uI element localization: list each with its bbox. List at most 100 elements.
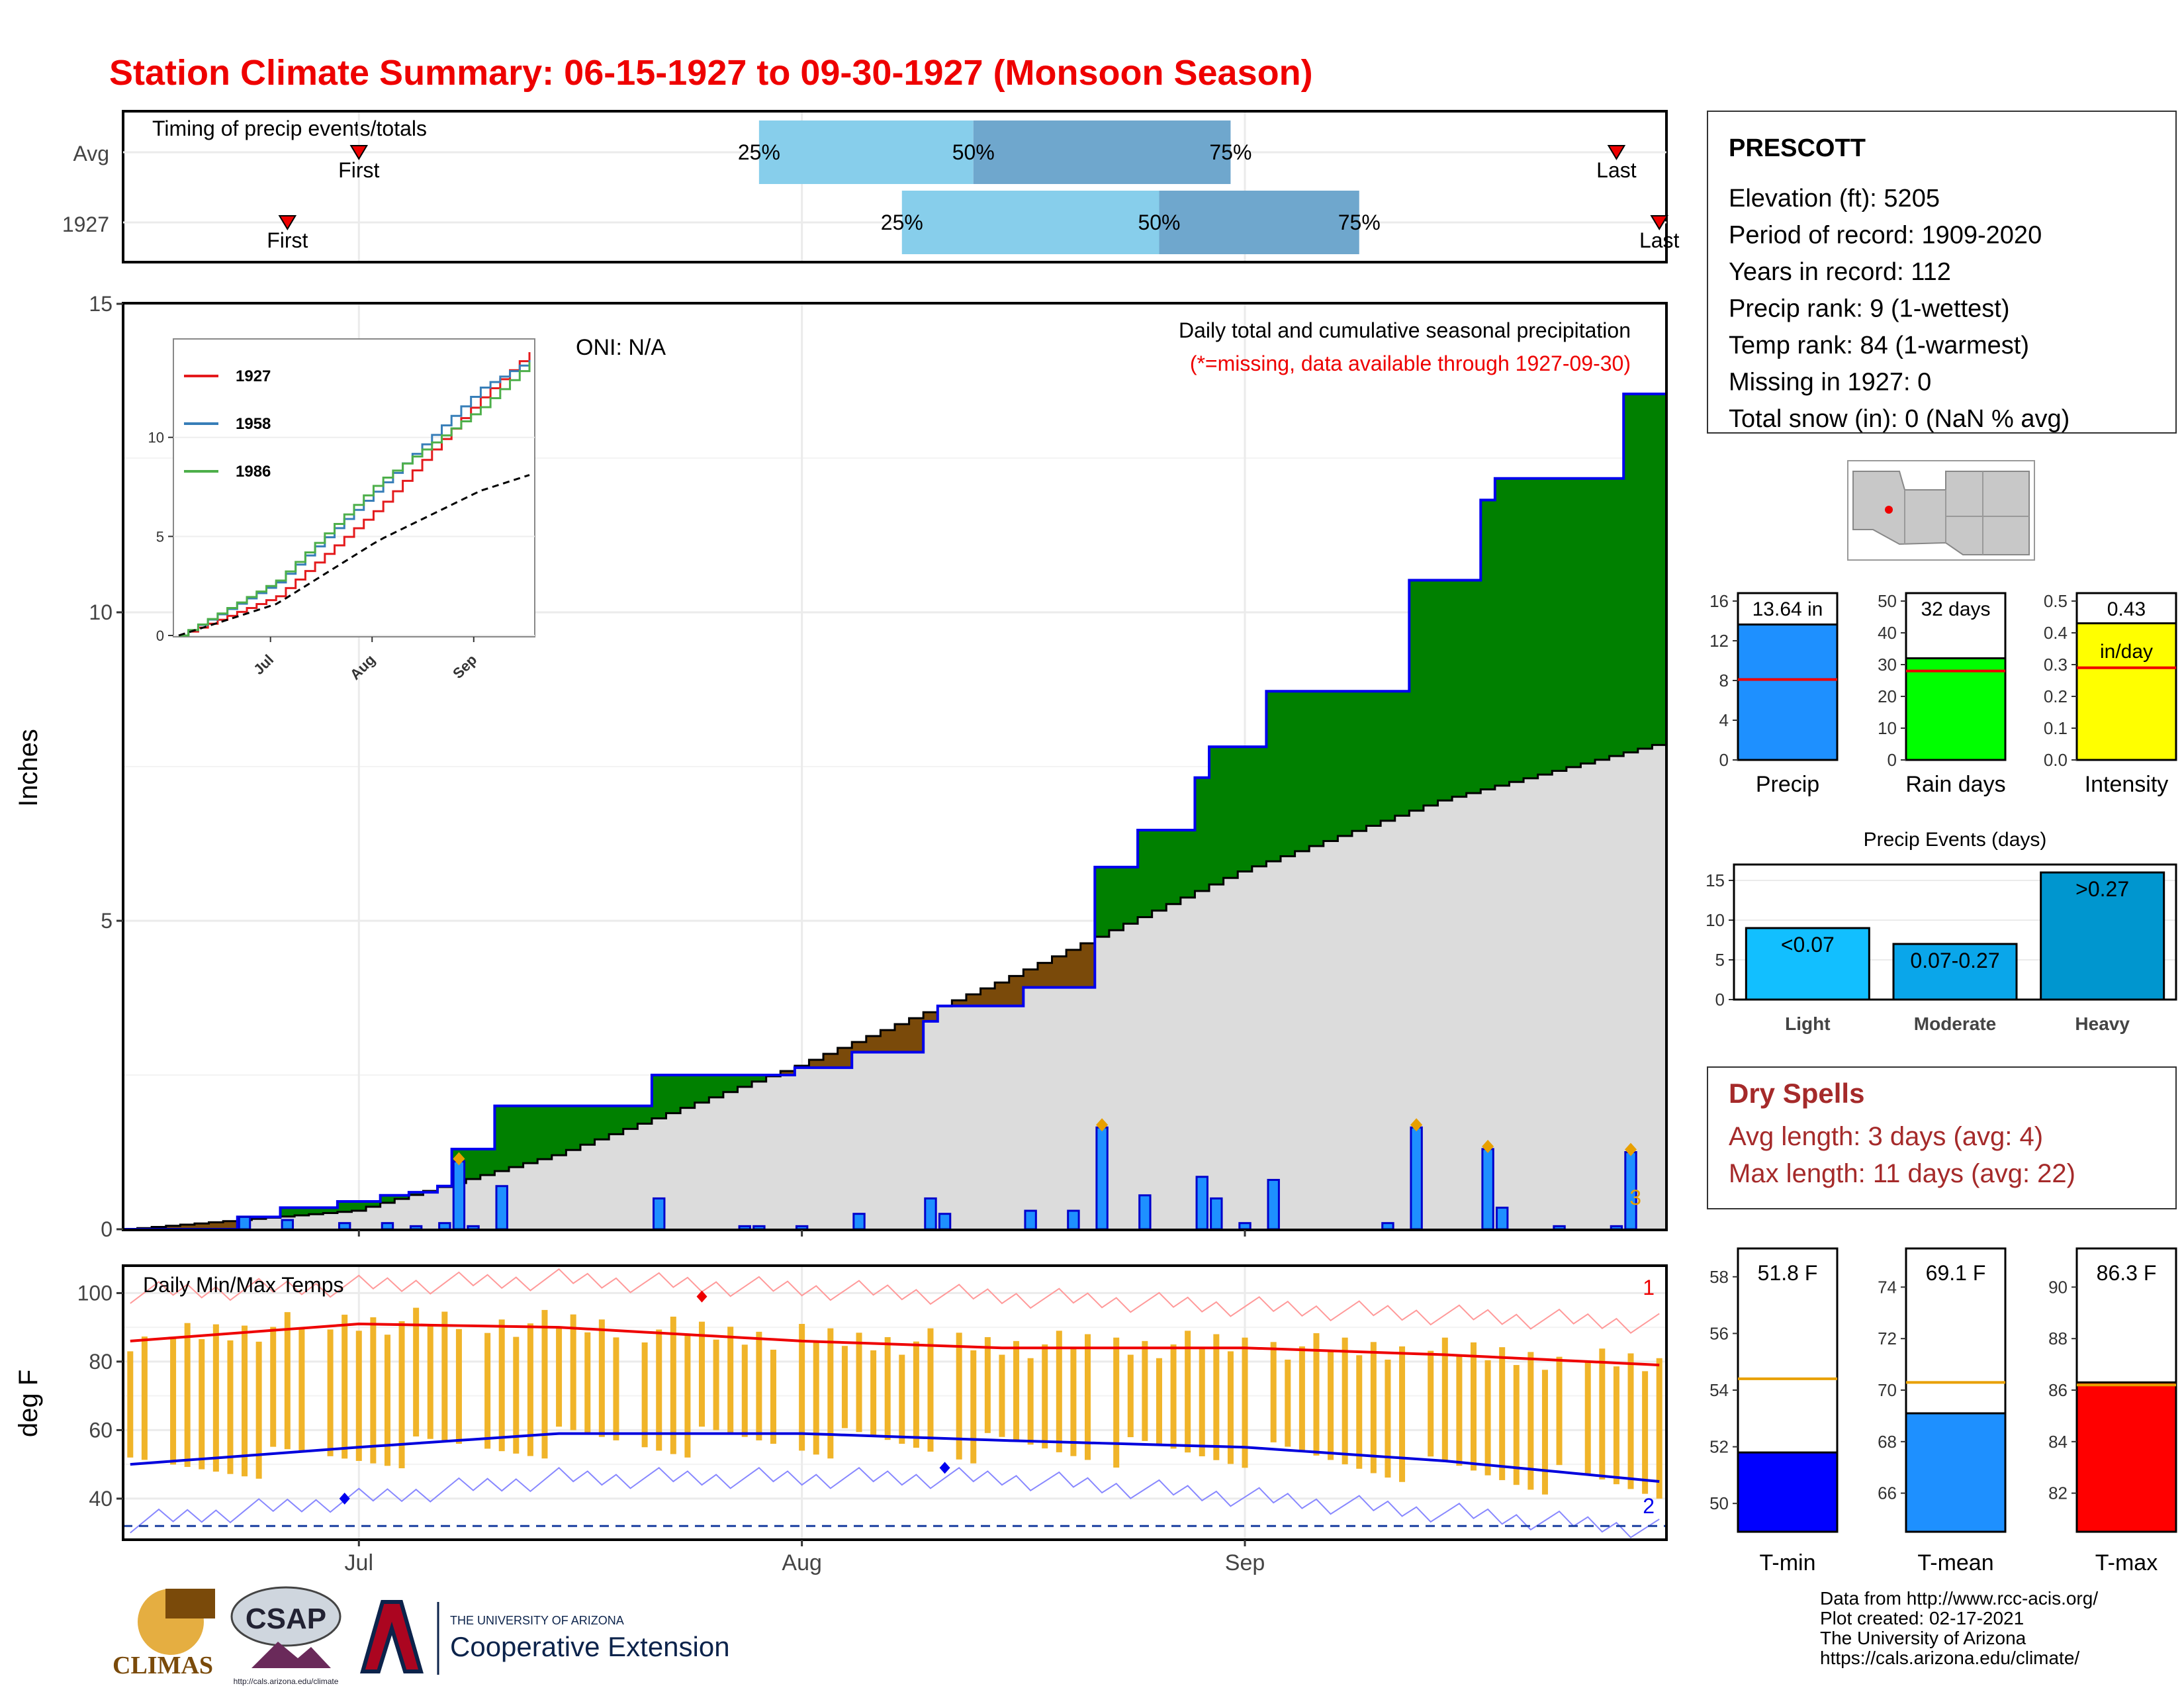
daily-temp-range-bar: [199, 1338, 205, 1470]
temp-summary-value: 86.3 F: [2097, 1261, 2157, 1285]
university-logo: THE UNIVERSITY OF ARIZONA Cooperative Ex…: [360, 1600, 730, 1675]
daily-temp-range-bar: [884, 1336, 891, 1440]
daily-temp-range-bar: [327, 1329, 334, 1456]
daily-temp-range-bar: [255, 1341, 262, 1479]
timing-marker-first: [278, 215, 297, 230]
events-bar: [2040, 871, 2165, 1001]
daily-temp-range-bar: [370, 1317, 377, 1464]
daily-precip-bar: [1067, 1209, 1080, 1231]
cumulative-precip-line: [123, 393, 1666, 1231]
csap-logo: CSAP http://cals.arizona.edu/climate: [230, 1586, 341, 1686]
daily-temp-range-bar: [656, 1329, 662, 1451]
surplus-area: [323, 1207, 338, 1213]
temp-ytick-label: 80: [89, 1350, 113, 1374]
daily-temp-range-bar: [284, 1312, 291, 1450]
surplus-area: [1623, 394, 1639, 753]
daily-temp-range-bar: [1056, 1331, 1062, 1452]
daily-temp-range-bar: [1584, 1361, 1591, 1475]
daily-temp-range-bar: [1484, 1360, 1491, 1476]
intensity-summary-value: 0.43: [2107, 598, 2146, 620]
surplus-area: [1381, 691, 1396, 821]
daily-temp-range-bar: [1656, 1358, 1662, 1499]
surplus-area: [1295, 691, 1310, 851]
surplus-area: [1566, 478, 1582, 767]
daily-temp-range-bar: [527, 1323, 533, 1456]
daily-temp-range-bar: [956, 1333, 962, 1460]
surplus-area: [380, 1195, 395, 1203]
station-info-line: Missing in 1927: 0: [1729, 369, 1931, 397]
deficit-area: [923, 1012, 938, 1021]
surplus-area: [1309, 691, 1324, 847]
daily-temp-range-bar: [1313, 1333, 1320, 1456]
daily-temp-range-bar: [756, 1331, 762, 1440]
daily-temp-range-bar: [441, 1311, 448, 1442]
temp-summary-value: 69.1 F: [1926, 1261, 1986, 1285]
station-info-line: Precip rank: 9 (1-wettest): [1729, 295, 2009, 323]
temperature-panel: 40 60 80 100 Jul Aug Sep Daily Min/Max Temps d…: [14, 1264, 1668, 1575]
precip-ytick-label: 8: [1719, 671, 1729, 690]
surplus-area: [723, 1075, 739, 1092]
surplus-area: [1494, 478, 1510, 786]
deficit-area: [194, 1223, 210, 1229]
university-name-small: THE UNIVERSITY OF ARIZONA: [450, 1614, 624, 1627]
daily-precip-bar: [495, 1185, 508, 1231]
surplus-area: [1180, 829, 1196, 898]
summary-bars: 13.64 in 0 4 8 12 16 Precip 32 days 0 10 20 30 40 50 R…: [1709, 591, 2177, 797]
timing-marker-last: [1650, 215, 1668, 230]
daily-precip-bar: [938, 1213, 952, 1231]
station-name: PRESCOTT: [1729, 134, 1866, 162]
deficit-area: [780, 1070, 796, 1075]
daily-temp-range-bar: [827, 1328, 834, 1459]
daily-temp-range-bar: [1156, 1358, 1162, 1445]
inset-legend-label: 1986: [236, 463, 271, 481]
raindays-ytick-label: 20: [1878, 686, 1897, 706]
raindays-ytick-label: 10: [1878, 718, 1897, 738]
timing-label-25: 25%: [881, 211, 923, 234]
inset-ytick-label: 0: [156, 628, 164, 644]
timing-row-year-label: 1927: [62, 212, 109, 236]
university-a-mark: [360, 1600, 424, 1673]
daily-precip-bar: [1481, 1148, 1494, 1231]
daily-temp-range-bar: [741, 1344, 748, 1437]
daily-temp-range-bar: [841, 1346, 848, 1429]
precip-ytick-label: 0: [1719, 750, 1729, 770]
daily-temp-range-bar: [1428, 1350, 1434, 1457]
temp-summary-ytick-label: 70: [1878, 1380, 1897, 1400]
daily-temp-range-bar: [1527, 1352, 1534, 1490]
surplus-area: [1166, 829, 1181, 904]
surplus-area: [709, 1075, 724, 1098]
deficit-area: [837, 1048, 852, 1068]
surplus-area: [1281, 691, 1296, 857]
dry-spells-avg: Avg length: 3 days (avg: 4): [1729, 1122, 2043, 1151]
temp-summary-ytick-label: 82: [2048, 1483, 2068, 1503]
surplus-area: [1452, 580, 1467, 797]
deficit-area: [895, 1024, 910, 1053]
surplus-area: [537, 1105, 553, 1160]
timing-label-last: Last: [1639, 228, 1680, 252]
intensity-ytick-label: 0.5: [2044, 591, 2068, 611]
daily-temp-range-bar: [1185, 1331, 1191, 1453]
surplus-area: [1152, 829, 1167, 911]
daily-temp-range-bar: [341, 1315, 348, 1459]
precip-ytick-label: 15: [89, 292, 113, 316]
daily-temp-range-bar: [212, 1324, 219, 1472]
temp-summary-ytick-label: 74: [1878, 1277, 1897, 1297]
daily-temp-range-bar: [498, 1319, 505, 1452]
station-info-line: Years in record: 112: [1729, 258, 1951, 286]
timing-box-lower-quartile: [901, 191, 1160, 254]
surplus-area: [1466, 580, 1481, 794]
surplus-area: [1595, 478, 1610, 760]
cooperative-extension-text: Cooperative Extension: [450, 1631, 730, 1662]
daily-temp-range-bar: [455, 1329, 462, 1444]
daily-temp-range-bar: [727, 1327, 734, 1434]
daily-precip-bar: [653, 1197, 666, 1231]
daily-temp-range-bar: [999, 1354, 1005, 1437]
events-category-label: Light: [1785, 1013, 1830, 1034]
daily-temp-range-bar: [1556, 1356, 1563, 1466]
daily-precip-bar: [1267, 1178, 1280, 1231]
daily-temp-range-bar: [513, 1336, 520, 1454]
deficit-area: [1052, 956, 1067, 988]
daily-temp-range-bar: [398, 1321, 405, 1469]
raindays-ytick-label: 50: [1878, 591, 1897, 611]
